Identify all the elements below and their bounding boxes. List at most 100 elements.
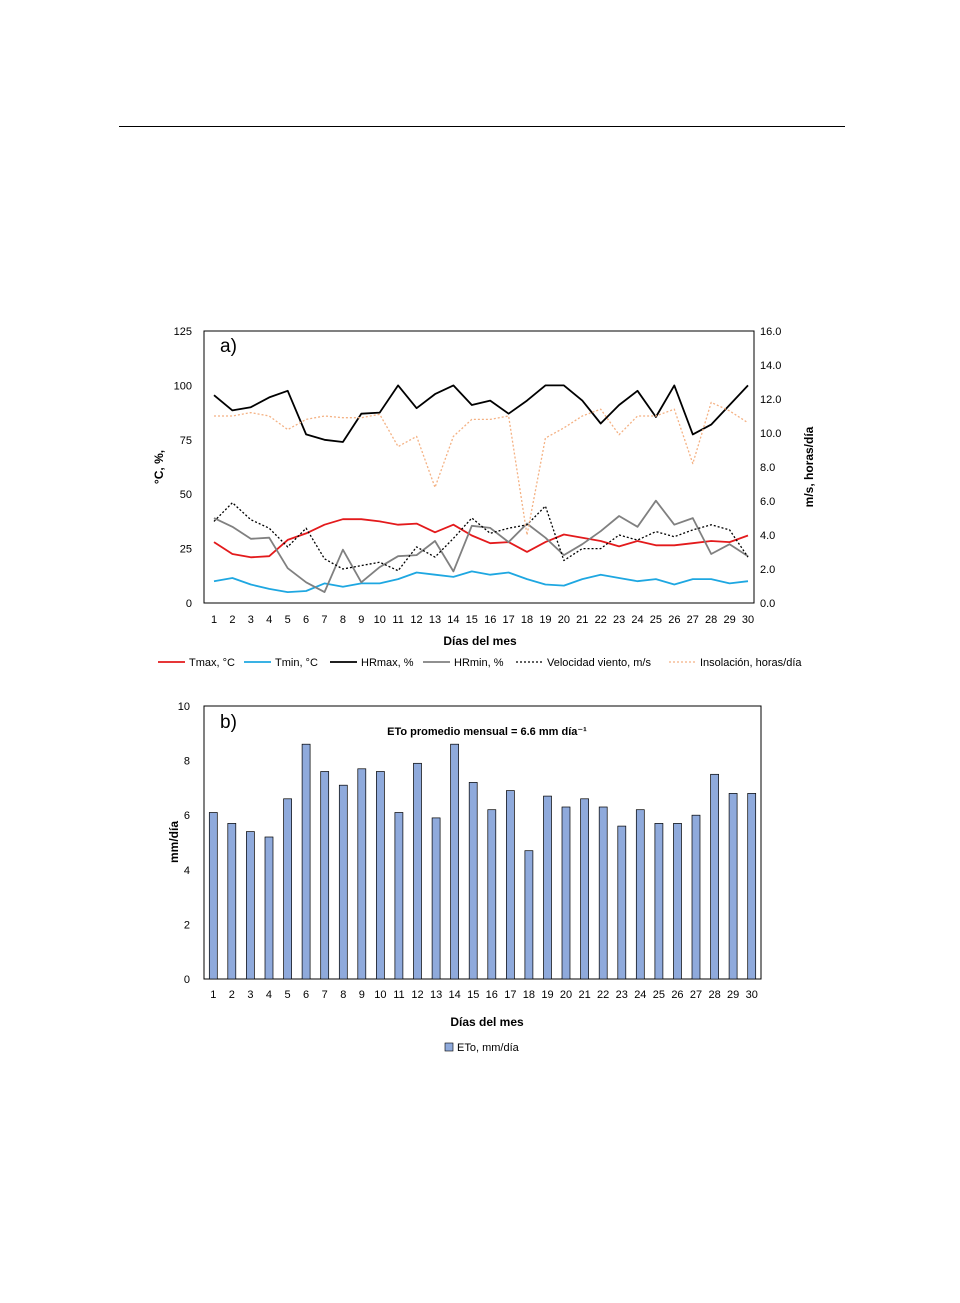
x-tick-label: 25 xyxy=(653,989,665,1001)
x-tick-label: 13 xyxy=(430,989,442,1001)
x-tick-label: 15 xyxy=(467,989,479,1001)
bar-eto-day-11 xyxy=(394,812,404,980)
x-tick-label: 8 xyxy=(340,989,346,1001)
x-tick-label: 19 xyxy=(541,989,553,1001)
y-tick-label: 25 xyxy=(180,544,192,556)
x-tick-label: 1 xyxy=(210,989,216,1001)
y-tick-label: 6 xyxy=(184,810,190,822)
x-tick-label: 5 xyxy=(284,989,290,1001)
bar-eto-day-13 xyxy=(431,817,441,980)
y-tick-label: 0 xyxy=(184,974,190,986)
x-tick-label: 30 xyxy=(742,614,754,626)
chart-a-plot-area xyxy=(203,330,755,604)
x-tick-label: 22 xyxy=(595,614,607,626)
x-tick-label: 27 xyxy=(687,614,699,626)
x-tick-label: 3 xyxy=(247,989,253,1001)
x-tick-label: 2 xyxy=(229,614,235,626)
x-tick-label: 1 xyxy=(211,614,217,626)
bar-eto-day-6 xyxy=(301,743,311,980)
x-tick-label: 8 xyxy=(340,614,346,626)
bar-eto-day-14 xyxy=(450,743,459,980)
x-tick-label: 18 xyxy=(523,989,535,1001)
y-tick-label: 0 xyxy=(186,598,192,610)
x-tick-label: 24 xyxy=(631,614,643,626)
chart-a-y2-axis-label: m/s, horas/día xyxy=(802,426,816,507)
chart-b-y-axis-label: mm/día xyxy=(167,821,181,863)
y-tick-label: 2 xyxy=(184,919,190,931)
y2-tick-label: 12.0 xyxy=(760,394,781,406)
bar-eto-day-3 xyxy=(246,831,255,980)
legend-label: HRmin, % xyxy=(454,657,504,669)
chart-b-legend: ETo, mm/día xyxy=(444,1042,520,1054)
x-tick-label: 12 xyxy=(411,989,423,1001)
x-tick-label: 5 xyxy=(285,614,291,626)
x-tick-label: 26 xyxy=(668,614,680,626)
bar-eto-day-7 xyxy=(320,771,330,980)
bar-eto-day-10 xyxy=(376,771,385,980)
bar-eto-day-12 xyxy=(413,762,422,980)
chart-a-y-axis-label: °C, %, xyxy=(152,450,166,484)
x-tick-label: 17 xyxy=(502,614,514,626)
series-line-tmax xyxy=(213,518,749,559)
x-tick-label: 14 xyxy=(447,614,459,626)
bar-eto-day-17 xyxy=(506,790,515,980)
x-tick-label: 17 xyxy=(504,989,516,1001)
chart-b-plot-area xyxy=(203,705,762,980)
x-tick-label: 7 xyxy=(322,989,328,1001)
x-tick-label: 9 xyxy=(358,614,364,626)
chart-a-x-axis-label: Días del mes xyxy=(443,634,517,648)
y2-tick-label: 6.0 xyxy=(760,496,775,508)
x-tick-label: 29 xyxy=(723,614,735,626)
chart-b-annotation: ETo promedio mensual = 6.6 mm día⁻¹ xyxy=(387,726,587,738)
x-tick-label: 6 xyxy=(303,989,309,1001)
x-tick-label: 4 xyxy=(266,614,272,626)
series-line-tmin xyxy=(213,570,749,593)
bar-eto-day-27 xyxy=(691,814,701,980)
bar-eto-day-18 xyxy=(524,850,534,980)
series-line-hrmin xyxy=(213,499,749,593)
legend-label: Tmin, °C xyxy=(275,657,318,669)
x-tick-label: 28 xyxy=(708,989,720,1001)
y2-tick-label: 4.0 xyxy=(760,530,775,542)
x-tick-label: 7 xyxy=(321,614,327,626)
y-tick-label: 50 xyxy=(180,489,192,501)
x-tick-label: 18 xyxy=(521,614,533,626)
x-tick-label: 27 xyxy=(690,989,702,1001)
legend-label: Velocidad viento, m/s xyxy=(547,657,651,669)
bar-eto-day-8 xyxy=(338,784,348,980)
bar-eto-day-16 xyxy=(487,809,497,980)
x-tick-label: 25 xyxy=(650,614,662,626)
y-tick-label: 8 xyxy=(184,756,190,768)
panel-label-b: b) xyxy=(220,712,237,733)
series-line-insolación xyxy=(214,401,749,536)
bar-eto-day-1 xyxy=(208,812,218,980)
x-tick-label: 3 xyxy=(248,614,254,626)
y2-tick-label: 8.0 xyxy=(760,462,775,474)
x-tick-label: 13 xyxy=(429,614,441,626)
legend-label-eto: ETo, mm/día xyxy=(457,1042,520,1054)
bar-eto-day-25 xyxy=(654,823,664,980)
y2-tick-label: 10.0 xyxy=(760,428,781,440)
legend-label: HRmax, % xyxy=(361,657,414,669)
bar-eto-day-21 xyxy=(580,798,589,980)
bar-eto-day-28 xyxy=(710,773,719,980)
y2-tick-label: 2.0 xyxy=(760,564,775,576)
x-tick-label: 23 xyxy=(613,614,625,626)
x-tick-label: 23 xyxy=(616,989,628,1001)
y2-tick-label: 16.0 xyxy=(760,326,781,338)
chart-b-x-axis-label: Días del mes xyxy=(450,1015,524,1029)
legend-swatch-eto xyxy=(444,1042,454,1052)
bar-eto-day-2 xyxy=(227,823,237,980)
x-tick-label: 20 xyxy=(558,614,570,626)
x-tick-label: 10 xyxy=(374,614,386,626)
x-tick-label: 15 xyxy=(466,614,478,626)
x-tick-label: 11 xyxy=(393,989,404,1001)
y-tick-label: 100 xyxy=(174,380,192,392)
bar-eto-day-5 xyxy=(283,798,292,980)
x-tick-label: 14 xyxy=(449,989,461,1001)
x-tick-label: 19 xyxy=(539,614,551,626)
chart-a-legend: Tmax, °C Tmin, °C HRmax, % HRmin, % Velocida… xyxy=(158,657,802,669)
y2-tick-label: 0.0 xyxy=(760,598,775,610)
